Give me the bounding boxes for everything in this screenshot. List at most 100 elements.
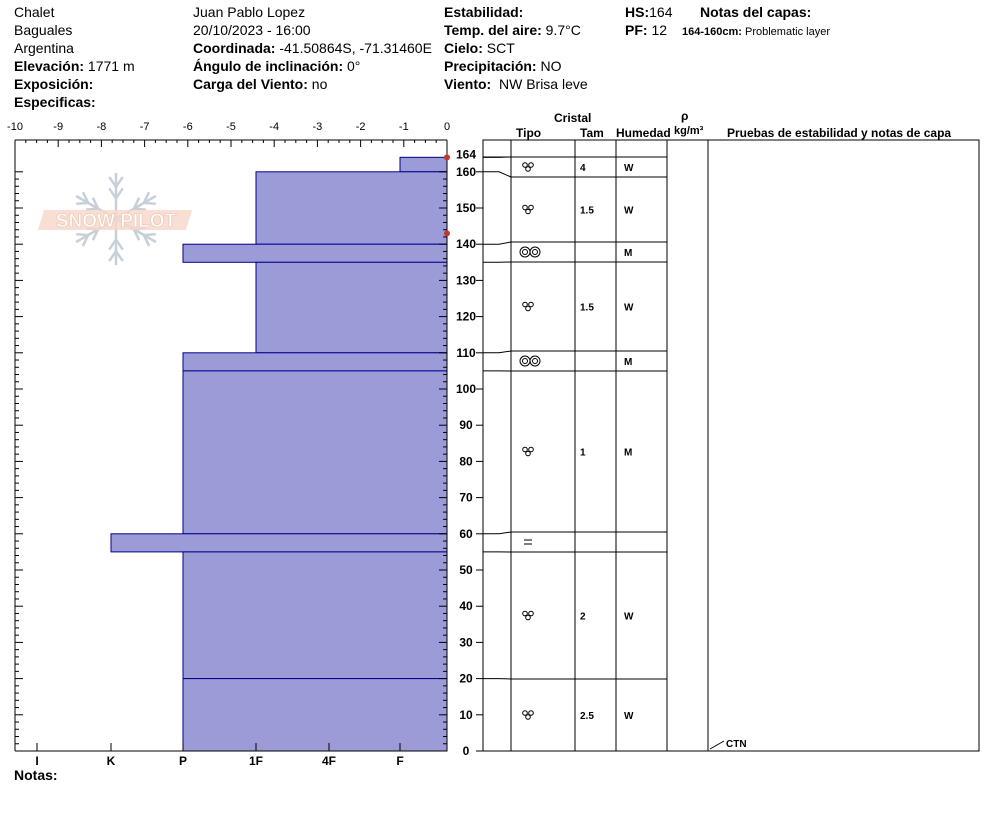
layer-table: 4 W 1.5 W M 1.5 W M 1 M 2 W 2.5 W: [482, 139, 980, 752]
air-temp: Temp. del aire: 9.7°C: [444, 21, 581, 39]
hardness-tick-label: P: [179, 754, 187, 768]
grain-rounded-icon: [522, 204, 534, 215]
flake-branch: [133, 207, 146, 211]
stability-label: Estabilidad:: [444, 4, 524, 20]
grain-circle: [528, 301, 534, 308]
flake-arm: [75, 194, 117, 221]
flake-branch: [91, 228, 100, 241]
wind: Viento: NW Brisa leve: [444, 75, 588, 93]
hardness-bar-1: [255, 171, 448, 245]
grain-ring-inner: [522, 249, 528, 255]
grain-circle: [528, 610, 534, 617]
height-tick-label: 150: [456, 201, 476, 215]
height-tick-label: 0: [463, 744, 470, 758]
table-frame: [482, 139, 980, 752]
moisture: M: [624, 357, 632, 368]
hardness-tick-label: I: [35, 754, 38, 768]
height-tick-label: 120: [456, 310, 476, 324]
temp-tick-label: 0: [444, 121, 450, 133]
wind-load-label: Carga del Viento:: [193, 76, 308, 92]
height-tick-label: 164: [456, 147, 476, 161]
grain-melt-freeze-icon: [519, 246, 541, 258]
hardness-tick-label: K: [107, 754, 116, 768]
flake-branch: [114, 238, 124, 251]
ctn-label: CTN: [726, 739, 747, 750]
region: Baguales: [14, 22, 73, 38]
moisture: W: [624, 303, 634, 314]
hardness-bar-7: [182, 551, 448, 680]
slope-value: 0°: [347, 58, 361, 74]
grain-ring-inner: [532, 249, 538, 255]
temp-tick-label: -3: [313, 121, 323, 133]
grain-circle: [525, 166, 531, 172]
grain-circle: [522, 446, 528, 453]
grain-circle: [528, 710, 534, 716]
layer-note-text: Problematic layer: [745, 26, 830, 38]
height-tick-label: 70: [459, 491, 473, 505]
hs-value: 164: [649, 4, 673, 20]
temp-tick-label: -9: [53, 121, 63, 133]
grain-decomposing-icon: [522, 162, 534, 172]
layer-notes: Notas del capas:: [700, 3, 811, 21]
type-header: Tipo: [516, 126, 541, 140]
stability: Estabilidad:: [444, 3, 523, 21]
height-tick-label: 100: [456, 382, 476, 396]
density-unit-header: kg/m³: [674, 125, 704, 137]
grain-circle: [522, 204, 528, 211]
crystal-header: Cristal: [554, 111, 591, 125]
hardness-bar-3: [255, 261, 448, 354]
observer: Juan Pablo Lopez: [193, 4, 306, 20]
layer-connector: [483, 531, 512, 535]
hardness-tick-label: 1F: [249, 754, 263, 768]
grain-crust-icon: [524, 539, 532, 545]
flake-branch: [114, 176, 124, 188]
sky-value: SCT: [486, 40, 515, 56]
grain-ring: [529, 246, 541, 258]
grain-circle: [528, 204, 534, 211]
precip-value: NO: [540, 58, 562, 74]
height-tick-label: 20: [459, 672, 473, 686]
grain-size: 2: [580, 612, 586, 623]
flake-branch: [108, 250, 118, 262]
elevation-value: 1771 m: [87, 58, 135, 74]
hardness-layers: [110, 156, 448, 752]
flake-arm: [115, 194, 157, 221]
flake-branch: [76, 201, 89, 206]
wind-value: NW Brisa leve: [498, 76, 588, 92]
test-marker: [444, 154, 450, 161]
temp-tick-label: -8: [97, 121, 107, 133]
height-tick-label: 160: [456, 165, 476, 179]
flake-branch: [91, 197, 100, 210]
moisture: W: [624, 163, 634, 174]
test-marker: [444, 230, 450, 237]
height-tick-label: 110: [456, 346, 476, 360]
grain-circle: [522, 162, 528, 168]
grain-circle: [525, 305, 531, 312]
notes: Notas:: [14, 766, 58, 784]
grain-circle: [525, 614, 531, 621]
hardness-bar-2: [182, 243, 448, 263]
grain-circle: [522, 610, 528, 617]
elevation: Elevación: 1771 m: [14, 57, 135, 75]
hardness-bar-4: [182, 352, 448, 372]
pf-label: PF:: [625, 22, 648, 38]
flake-branch: [143, 232, 156, 237]
grain-ring: [529, 355, 541, 367]
grain-size: 4: [580, 163, 586, 174]
markers: [444, 154, 450, 237]
coord-label: Coordinada:: [193, 40, 276, 56]
snowpilot-watermark: SNOW PILOT: [38, 173, 192, 265]
flake-arm: [75, 217, 117, 244]
grain-circle: [525, 208, 531, 215]
temp-tick-label: -6: [183, 121, 193, 133]
humidity-header: Humedad: [616, 126, 671, 140]
rho-header: ρ: [681, 109, 688, 123]
sky-label: Cielo:: [444, 40, 483, 56]
grain-circle: [528, 162, 534, 168]
tests-header: Pruebas de estabilidad y notas de capa: [727, 126, 951, 140]
temp-tick-label: -7: [140, 121, 150, 133]
flake-branch: [114, 187, 124, 200]
height-tick-label: 50: [459, 563, 473, 577]
specifics: Especificas:: [14, 93, 96, 111]
moisture: W: [624, 711, 634, 722]
